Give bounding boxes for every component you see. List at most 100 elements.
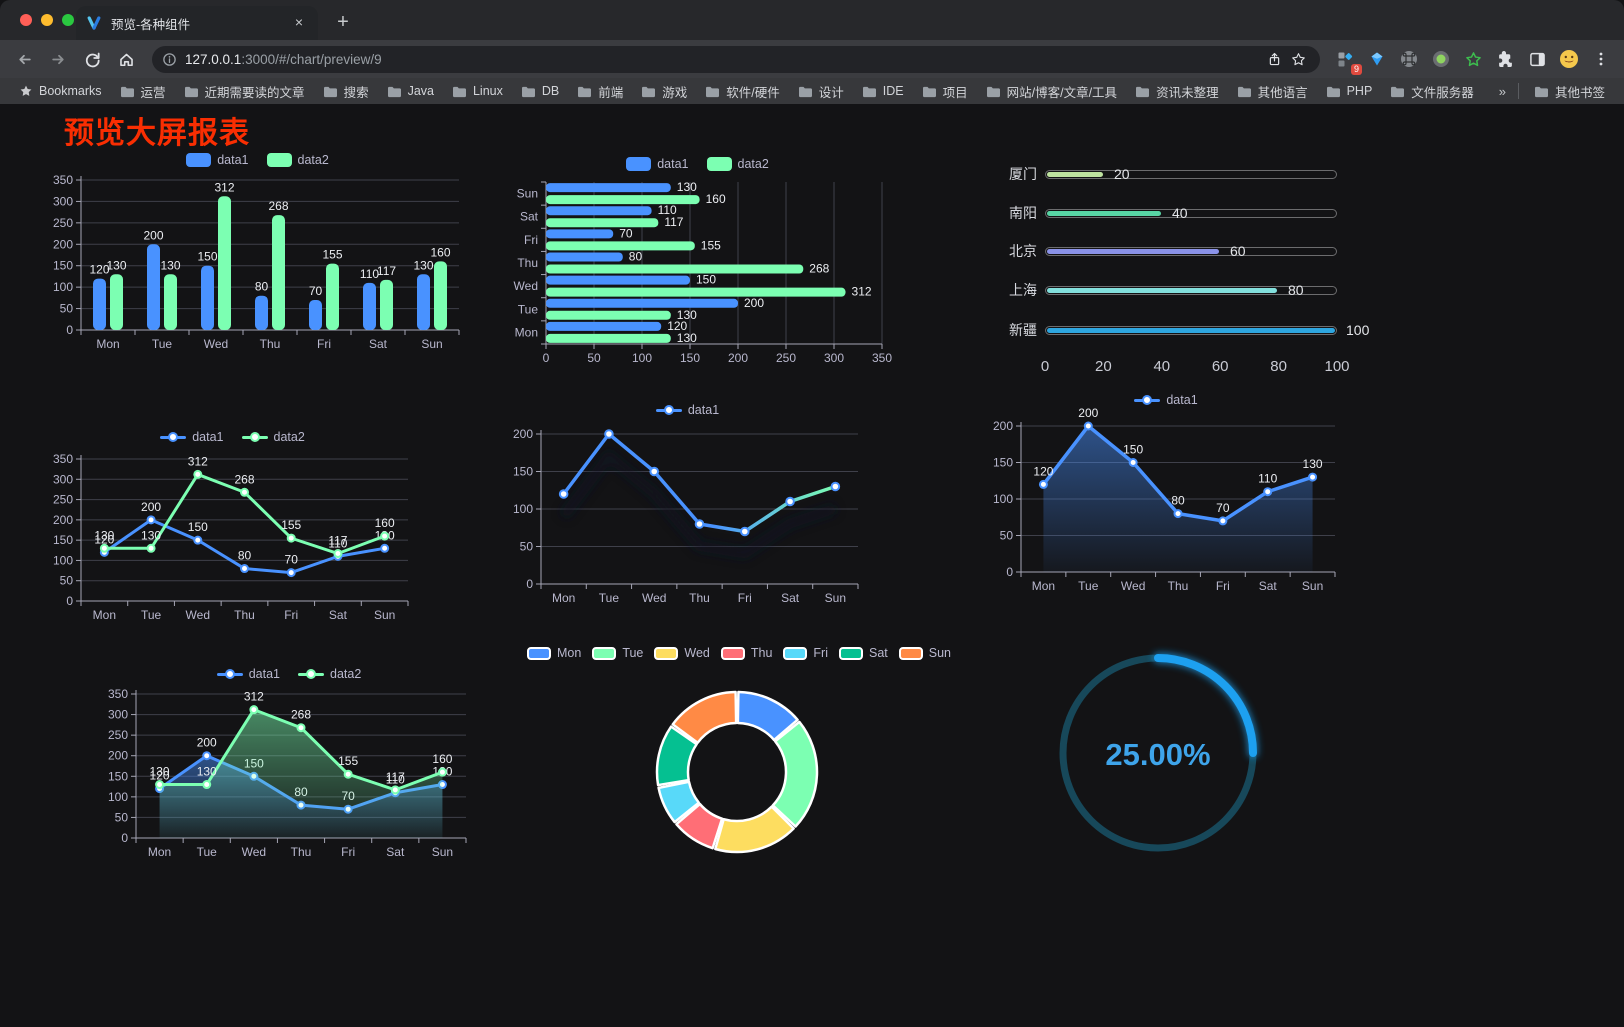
bookmark-folder[interactable]: 搜索 (316, 80, 376, 103)
home-button[interactable] (112, 45, 140, 73)
bar[interactable] (272, 215, 285, 330)
bar[interactable] (546, 183, 671, 193)
data-point[interactable] (649, 466, 660, 477)
data-point[interactable] (1263, 487, 1273, 497)
bookmarks-overflow-chevron[interactable]: » (1498, 83, 1506, 99)
data-point[interactable] (1218, 516, 1228, 526)
bar[interactable] (164, 274, 177, 330)
legend-item[interactable]: Tue (592, 646, 643, 660)
bookmark-folder[interactable]: Java (380, 82, 441, 100)
progress-track[interactable]: 100 (1045, 322, 1369, 338)
data-point[interactable] (240, 487, 249, 497)
data-point[interactable] (1083, 421, 1093, 431)
legend-item[interactable]: Wed (654, 646, 710, 660)
back-button[interactable] (10, 45, 38, 73)
bar[interactable] (255, 295, 268, 330)
donut-segment[interactable] (714, 805, 795, 854)
bar[interactable] (309, 300, 322, 330)
bookmark-folder[interactable]: 前端 (570, 80, 630, 103)
bar[interactable] (147, 244, 160, 330)
data-point[interactable] (202, 780, 212, 790)
data-point[interactable] (193, 469, 203, 479)
bar[interactable] (546, 206, 652, 216)
reload-button[interactable] (78, 45, 106, 73)
bookmark-folder[interactable]: 运营 (113, 80, 173, 103)
data-point[interactable] (739, 526, 750, 537)
legend-item[interactable]: data2 (706, 157, 769, 171)
data-point[interactable] (286, 533, 296, 543)
data-point[interactable] (249, 705, 259, 715)
bar[interactable] (380, 279, 393, 330)
bar[interactable] (546, 218, 659, 228)
bookmark-folder[interactable]: 网站/博客/文章/工具 (979, 80, 1124, 103)
data-point[interactable] (380, 543, 390, 553)
bar[interactable] (546, 321, 662, 331)
new-tab-button[interactable]: + (337, 11, 349, 33)
legend-item[interactable]: Sun (898, 646, 951, 660)
data-point[interactable] (296, 723, 306, 733)
url-bar[interactable]: 127.0.0.1:3000/#/chart/preview/9 (152, 45, 1320, 73)
browser-menu-icon[interactable] (1588, 46, 1614, 72)
donut-segment[interactable] (671, 690, 738, 745)
bar[interactable] (417, 274, 430, 330)
bookmark-folder[interactable]: DB (514, 82, 566, 100)
legend-item[interactable]: data1 (1134, 393, 1198, 407)
data-point[interactable] (146, 543, 156, 553)
maximize-window-button[interactable] (62, 14, 74, 26)
data-point[interactable] (333, 549, 343, 559)
extension-star-icon[interactable] (1460, 46, 1486, 72)
share-icon[interactable] (1262, 47, 1286, 71)
data-point[interactable] (1173, 509, 1183, 519)
bar[interactable] (434, 261, 447, 330)
forward-button[interactable] (44, 45, 72, 73)
profile-avatar-icon[interactable] (1556, 46, 1582, 72)
legend-item[interactable]: data2 (241, 430, 305, 444)
legend-item[interactable]: data2 (298, 667, 361, 681)
legend-item[interactable]: Fri (783, 646, 828, 660)
progress-track[interactable]: 80 (1045, 282, 1337, 298)
extension-grid-icon[interactable]: 9 (1332, 46, 1362, 75)
donut-segment[interactable] (771, 720, 819, 828)
content-area[interactable]: 预览大屏报表 data1 data2 0 50 100 150 200 250 300 350 Mo… (0, 104, 1624, 1027)
data-point[interactable] (830, 481, 841, 492)
bookmark-folder[interactable]: 软件/硬件 (698, 80, 786, 103)
bar[interactable] (546, 195, 700, 205)
bookmark-folder[interactable]: Linux (445, 82, 510, 100)
tab-close-icon[interactable]: × (294, 14, 304, 30)
data-point[interactable] (1038, 479, 1048, 489)
data-point[interactable] (155, 780, 165, 790)
bar[interactable] (93, 278, 106, 330)
data-point[interactable] (202, 751, 212, 761)
other-bookmarks-folder[interactable]: 其他书签 (1527, 80, 1612, 103)
data-point[interactable] (558, 489, 569, 499)
data-point[interactable] (604, 429, 614, 439)
bookmark-folder[interactable]: 项目 (915, 80, 975, 103)
data-point[interactable] (193, 535, 203, 545)
bar[interactable] (546, 333, 671, 343)
donut-segment[interactable] (736, 690, 799, 742)
bookmark-folder[interactable]: 近期需要读的文章 (177, 80, 312, 103)
bookmark-folder[interactable]: 其他语言 (1230, 80, 1315, 103)
progress-track[interactable]: 60 (1045, 243, 1337, 259)
bar[interactable] (218, 196, 231, 330)
bar[interactable] (546, 241, 695, 251)
progress-track[interactable]: 20 (1045, 166, 1337, 182)
bookmarks-app[interactable]: Bookmarks (12, 82, 109, 100)
bar[interactable] (546, 229, 614, 239)
bar[interactable] (546, 275, 690, 285)
bar[interactable] (546, 310, 671, 320)
legend-item[interactable]: Sat (839, 646, 888, 660)
extension-record-icon[interactable] (1428, 46, 1454, 72)
legend-item[interactable]: data1 (626, 157, 689, 171)
legend-item[interactable]: data1 (160, 430, 224, 444)
bookmark-folder[interactable]: IDE (855, 82, 911, 100)
legend-item[interactable]: data2 (266, 153, 329, 167)
bookmark-folder[interactable]: 设计 (791, 80, 851, 103)
data-point[interactable] (146, 515, 156, 525)
data-point[interactable] (785, 496, 795, 507)
data-point[interactable] (286, 568, 296, 578)
data-point[interactable] (380, 531, 390, 541)
data-point[interactable] (1128, 458, 1138, 467)
bookmark-folder[interactable]: 文件服务器 (1383, 80, 1481, 103)
data-point[interactable] (437, 767, 447, 777)
